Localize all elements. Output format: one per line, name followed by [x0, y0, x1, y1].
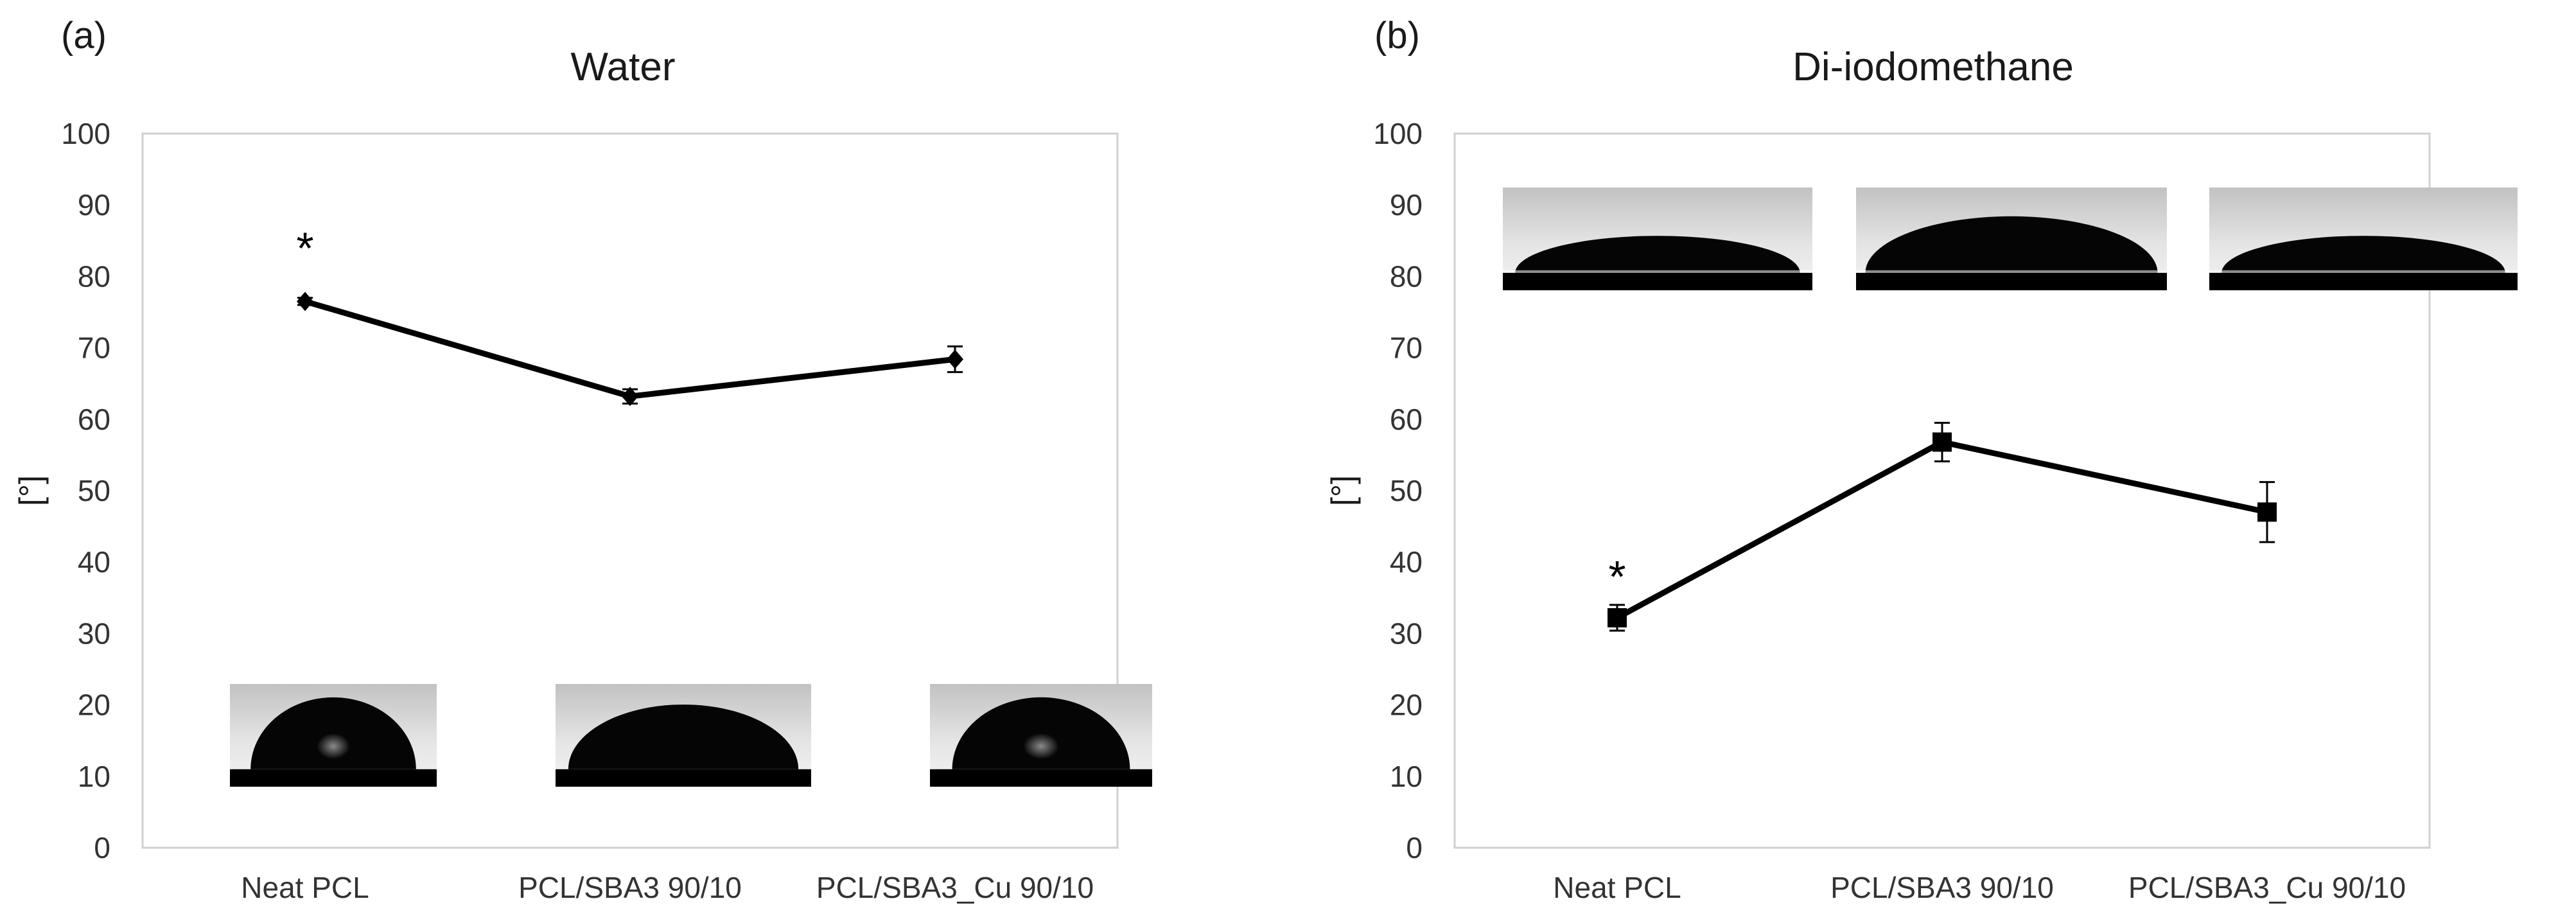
droplet-images-a [230, 684, 1152, 787]
droplet-shape [1865, 216, 2158, 273]
x-tick-labels-b: Neat PCL PCL/SBA3 90/10 PCL/SBA3_Cu 90/10 [1553, 871, 2406, 904]
droplet-shape [568, 705, 799, 769]
droplet-image-pcl-sba3-cu-90-10-a [930, 684, 1152, 787]
droplet-image-neat-pcl-b [1503, 188, 1812, 290]
data-point-neat-pcl-a [297, 292, 313, 311]
x-tick-label-pcl-sba3-90-10-a: PCL/SBA3 90/10 [518, 871, 742, 904]
y-tick-label-80-b: 80 [1390, 259, 1423, 293]
y-tick-label-60-a: 60 [78, 403, 110, 436]
panel-a-water: (a) Water [°] 0 10 20 30 40 50 60 70 80 90 100 * N… [13, 15, 1152, 904]
droplet-shape [2221, 236, 2505, 273]
droplet-baseline-glare [1503, 270, 1812, 273]
y-tick-label-50-b: 50 [1390, 474, 1423, 507]
y-tick-label-0-b: 0 [1406, 831, 1423, 864]
droplet-substrate [556, 769, 811, 787]
droplet-image-neat-pcl-a [230, 684, 437, 787]
chart-title-water: Water [570, 45, 675, 89]
y-axis-label-a: [°] [13, 475, 49, 506]
y-axis-label-b: [°] [1325, 475, 1361, 506]
y-tick-label-40-b: 40 [1390, 545, 1423, 579]
x-tick-label-pcl-sba3-90-10-b: PCL/SBA3 90/10 [1830, 871, 2054, 904]
y-tick-label-60-b: 60 [1390, 403, 1423, 436]
y-tick-label-70-a: 70 [78, 331, 110, 365]
panel-label-a: (a) [61, 15, 107, 57]
chart-title-diiodomethane: Di-iodomethane [1792, 45, 2074, 89]
x-tick-label-neat-pcl-a: Neat PCL [241, 871, 369, 904]
data-point-pcl-sba3-cu-90-10-a [947, 349, 963, 369]
y-tick-labels-a: 0 10 20 30 40 50 60 70 80 90 100 [61, 117, 110, 864]
droplet-image-pcl-sba3-cu-90-10-b [2209, 188, 2518, 290]
droplet-baseline-glare [2209, 270, 2518, 273]
y-tick-label-100-a: 100 [61, 117, 110, 150]
panel-label-b: (b) [1374, 15, 1420, 57]
y-tick-label-20-a: 20 [78, 688, 110, 722]
y-tick-label-20-b: 20 [1390, 688, 1423, 722]
droplet-substrate [230, 769, 437, 787]
y-tick-label-90-a: 90 [78, 188, 110, 222]
droplet-baseline-glare [1856, 270, 2167, 273]
y-tick-label-70-b: 70 [1390, 331, 1423, 365]
y-tick-label-10-a: 10 [78, 760, 110, 793]
droplet-substrate [2209, 272, 2518, 290]
droplet-reflection [317, 733, 350, 760]
y-tick-labels-b: 0 10 20 30 40 50 60 70 80 90 100 [1373, 117, 1423, 864]
x-tick-label-neat-pcl-b: Neat PCL [1553, 871, 1681, 904]
x-tick-labels-a: Neat PCL PCL/SBA3 90/10 PCL/SBA3_Cu 90/10 [241, 871, 1094, 904]
x-tick-label-pcl-sba3-cu-90-10-b: PCL/SBA3_Cu 90/10 [2128, 871, 2406, 904]
y-tick-label-10-b: 10 [1390, 760, 1423, 793]
y-tick-label-50-a: 50 [78, 474, 110, 507]
droplet-images-b [1503, 188, 2518, 290]
panel-b-diiodomethane: (b) Di-iodomethane [°] 0 10 20 30 40 50 60 70 80… [1325, 15, 2518, 904]
y-tick-label-30-a: 30 [78, 617, 110, 650]
data-point-pcl-sba3-cu-90-10-b [2257, 502, 2277, 522]
droplet-image-pcl-sba3-90-10-b [1856, 188, 2167, 290]
droplet-shape [1515, 236, 1800, 273]
y-tick-label-0-a: 0 [94, 831, 110, 864]
droplet-substrate [1856, 272, 2167, 290]
droplet-substrate [930, 769, 1152, 787]
droplet-substrate [1503, 272, 1812, 290]
droplet-reflection [1023, 733, 1059, 760]
y-tick-label-30-b: 30 [1390, 617, 1423, 650]
significance-asterisk-b: * [1608, 552, 1625, 602]
y-tick-label-90-b: 90 [1390, 188, 1423, 222]
x-tick-label-pcl-sba3-cu-90-10-a: PCL/SBA3_Cu 90/10 [816, 871, 1094, 904]
y-tick-label-80-a: 80 [78, 259, 110, 293]
droplet-image-pcl-sba3-90-10-a [556, 684, 811, 787]
data-marks-b: * [1608, 421, 2277, 632]
data-point-pcl-sba3-90-10-b [1932, 432, 1952, 452]
data-point-neat-pcl-b [1608, 608, 1627, 627]
data-point-pcl-sba3-90-10-a [622, 387, 638, 407]
significance-asterisk-a: * [296, 223, 313, 273]
y-tick-label-100-b: 100 [1373, 117, 1423, 150]
data-marks-a: * [296, 223, 963, 407]
y-tick-label-40-a: 40 [78, 545, 110, 579]
